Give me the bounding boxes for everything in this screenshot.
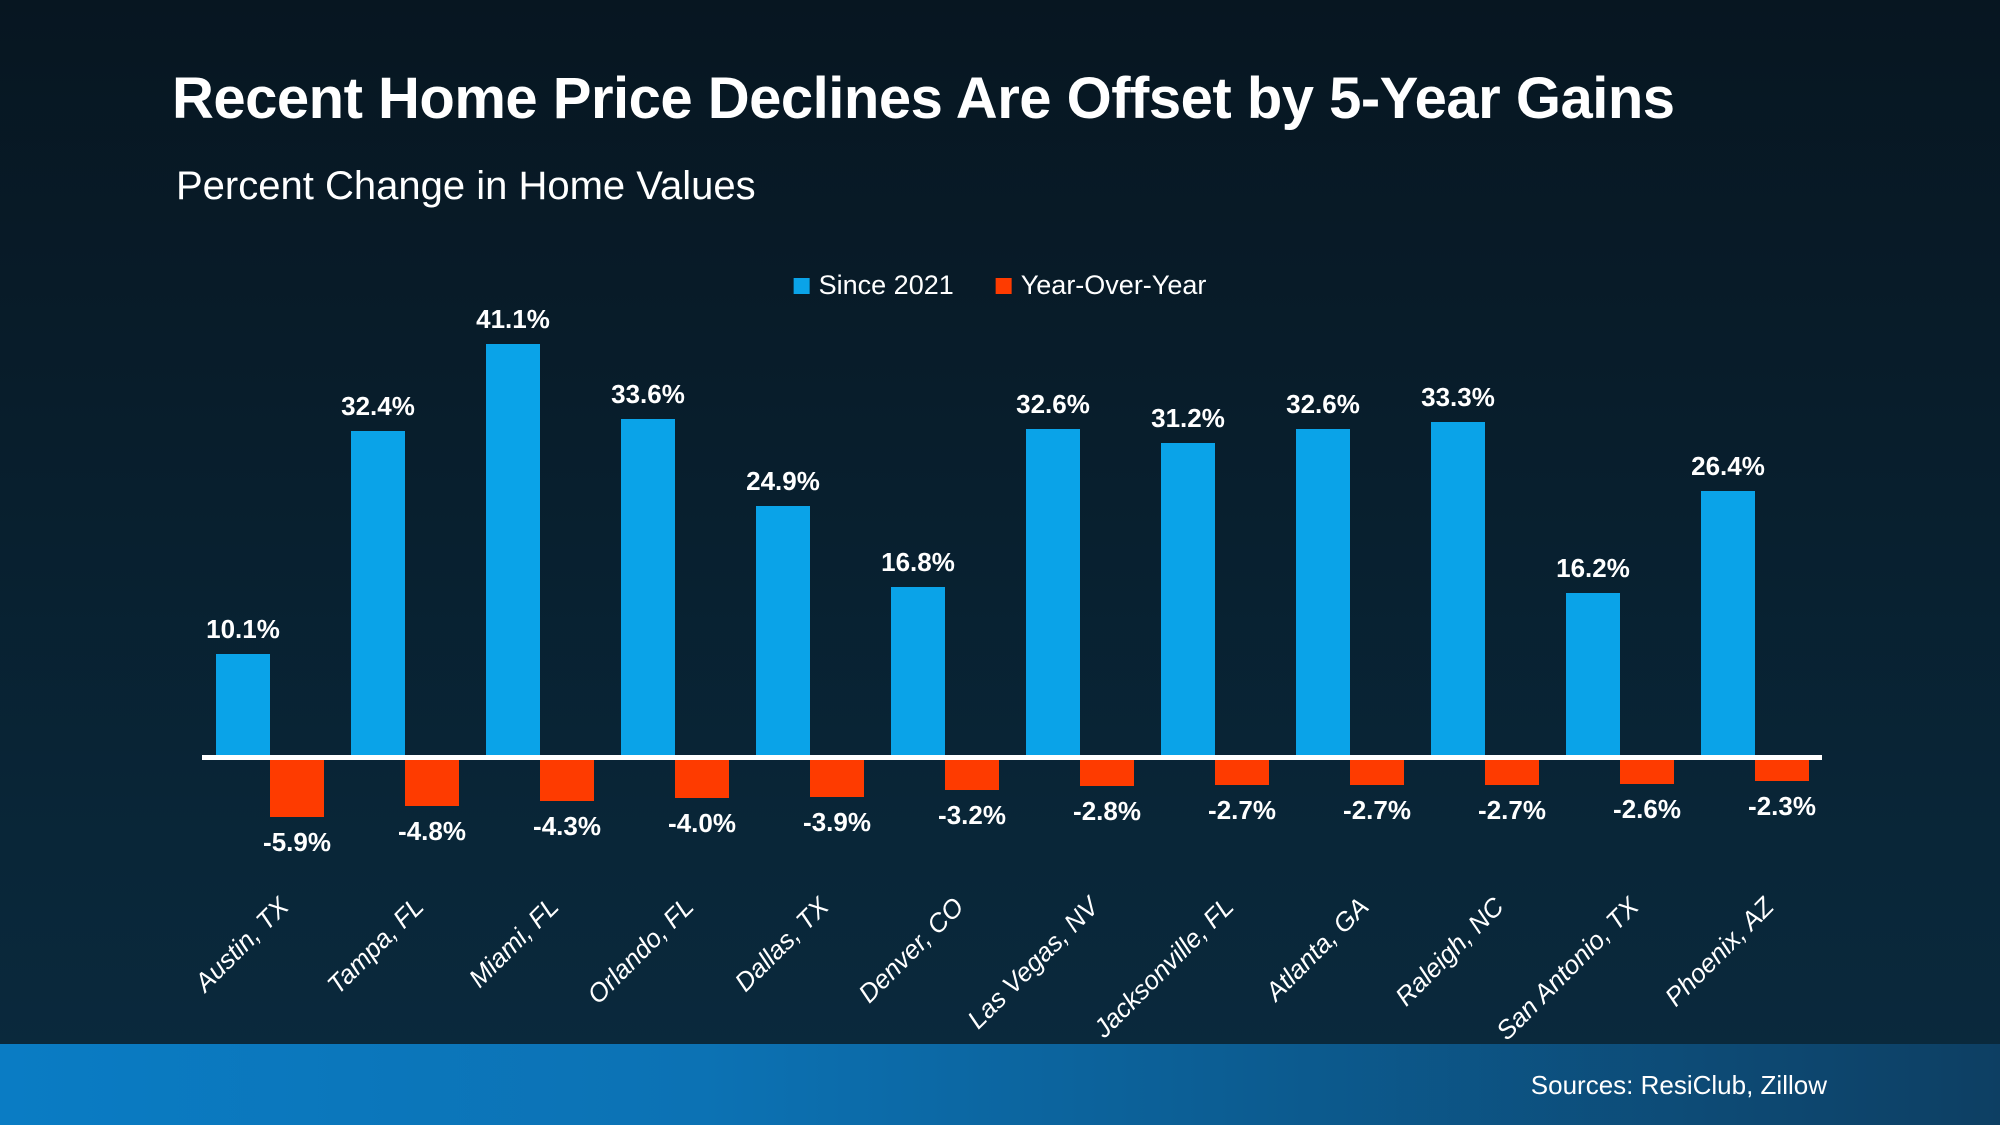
bar-year-over-year bbox=[270, 758, 324, 817]
bar-since-2021 bbox=[1296, 429, 1350, 758]
x-axis-line bbox=[202, 755, 1822, 760]
value-label-year-over-year: -2.7% bbox=[1478, 795, 1546, 825]
value-label-since-2021: 16.2% bbox=[1556, 553, 1630, 583]
value-label-year-over-year: -2.8% bbox=[1073, 796, 1141, 826]
sources-text: Sources: ResiClub, Zillow bbox=[1530, 1069, 1827, 1100]
value-label-since-2021: 33.3% bbox=[1421, 382, 1495, 412]
page-subtitle: Percent Change in Home Values bbox=[176, 164, 756, 208]
bar-year-over-year bbox=[1215, 758, 1269, 785]
bar-since-2021 bbox=[891, 587, 945, 758]
value-label-year-over-year: -2.7% bbox=[1343, 795, 1411, 825]
bar-year-over-year bbox=[405, 758, 459, 806]
legend-swatch-since-2021-icon bbox=[793, 277, 810, 294]
page-title: Recent Home Price Declines Are Offset by… bbox=[172, 66, 1675, 131]
value-label-since-2021: 31.2% bbox=[1151, 403, 1225, 433]
value-label-since-2021: 26.4% bbox=[1691, 451, 1765, 481]
value-label-year-over-year: -3.9% bbox=[803, 807, 871, 837]
value-label-year-over-year: -4.0% bbox=[668, 808, 736, 838]
value-label-year-over-year: -5.9% bbox=[263, 827, 331, 857]
bar-year-over-year bbox=[1620, 758, 1674, 784]
bar-year-over-year bbox=[810, 758, 864, 797]
legend-label-since-2021: Since 2021 bbox=[818, 270, 954, 300]
value-label-since-2021: 32.6% bbox=[1016, 389, 1090, 419]
value-label-year-over-year: -2.3% bbox=[1748, 791, 1816, 821]
bar-since-2021 bbox=[351, 431, 405, 758]
value-label-year-over-year: -4.8% bbox=[398, 816, 466, 846]
legend-item-year-over-year: Year-Over-Year bbox=[995, 270, 1207, 300]
value-label-since-2021: 32.4% bbox=[341, 391, 415, 421]
bar-since-2021 bbox=[1431, 422, 1485, 758]
legend-item-since-2021: Since 2021 bbox=[793, 270, 954, 300]
bar-since-2021 bbox=[486, 344, 540, 758]
value-label-year-over-year: -4.3% bbox=[533, 811, 601, 841]
value-label-since-2021: 41.1% bbox=[476, 304, 550, 334]
bar-since-2021 bbox=[756, 506, 810, 758]
bar-since-2021 bbox=[621, 419, 675, 758]
bar-since-2021 bbox=[216, 654, 270, 758]
bar-year-over-year bbox=[540, 758, 594, 801]
bar-since-2021 bbox=[1161, 443, 1215, 758]
bar-since-2021 bbox=[1566, 593, 1620, 758]
footer-bar: Sources: ResiClub, Zillow bbox=[0, 1044, 2000, 1125]
legend: Since 2021 Year-Over-Year bbox=[793, 270, 1207, 300]
bar-year-over-year bbox=[1350, 758, 1404, 785]
value-label-year-over-year: -3.2% bbox=[938, 800, 1006, 830]
value-label-since-2021: 24.9% bbox=[746, 466, 820, 496]
bar-since-2021 bbox=[1701, 491, 1755, 758]
value-label-since-2021: 33.6% bbox=[611, 379, 685, 409]
value-label-since-2021: 16.8% bbox=[881, 547, 955, 577]
value-label-year-over-year: -2.7% bbox=[1208, 795, 1276, 825]
value-label-year-over-year: -2.6% bbox=[1613, 794, 1681, 824]
legend-swatch-year-over-year-icon bbox=[995, 277, 1012, 294]
bar-year-over-year bbox=[945, 758, 999, 790]
value-label-since-2021: 10.1% bbox=[206, 614, 280, 644]
bar-since-2021 bbox=[1026, 429, 1080, 758]
bar-year-over-year bbox=[675, 758, 729, 798]
bar-year-over-year bbox=[1755, 758, 1809, 781]
legend-label-year-over-year: Year-Over-Year bbox=[1020, 270, 1207, 300]
value-label-since-2021: 32.6% bbox=[1286, 389, 1360, 419]
bar-year-over-year bbox=[1080, 758, 1134, 786]
bar-year-over-year bbox=[1485, 758, 1539, 785]
